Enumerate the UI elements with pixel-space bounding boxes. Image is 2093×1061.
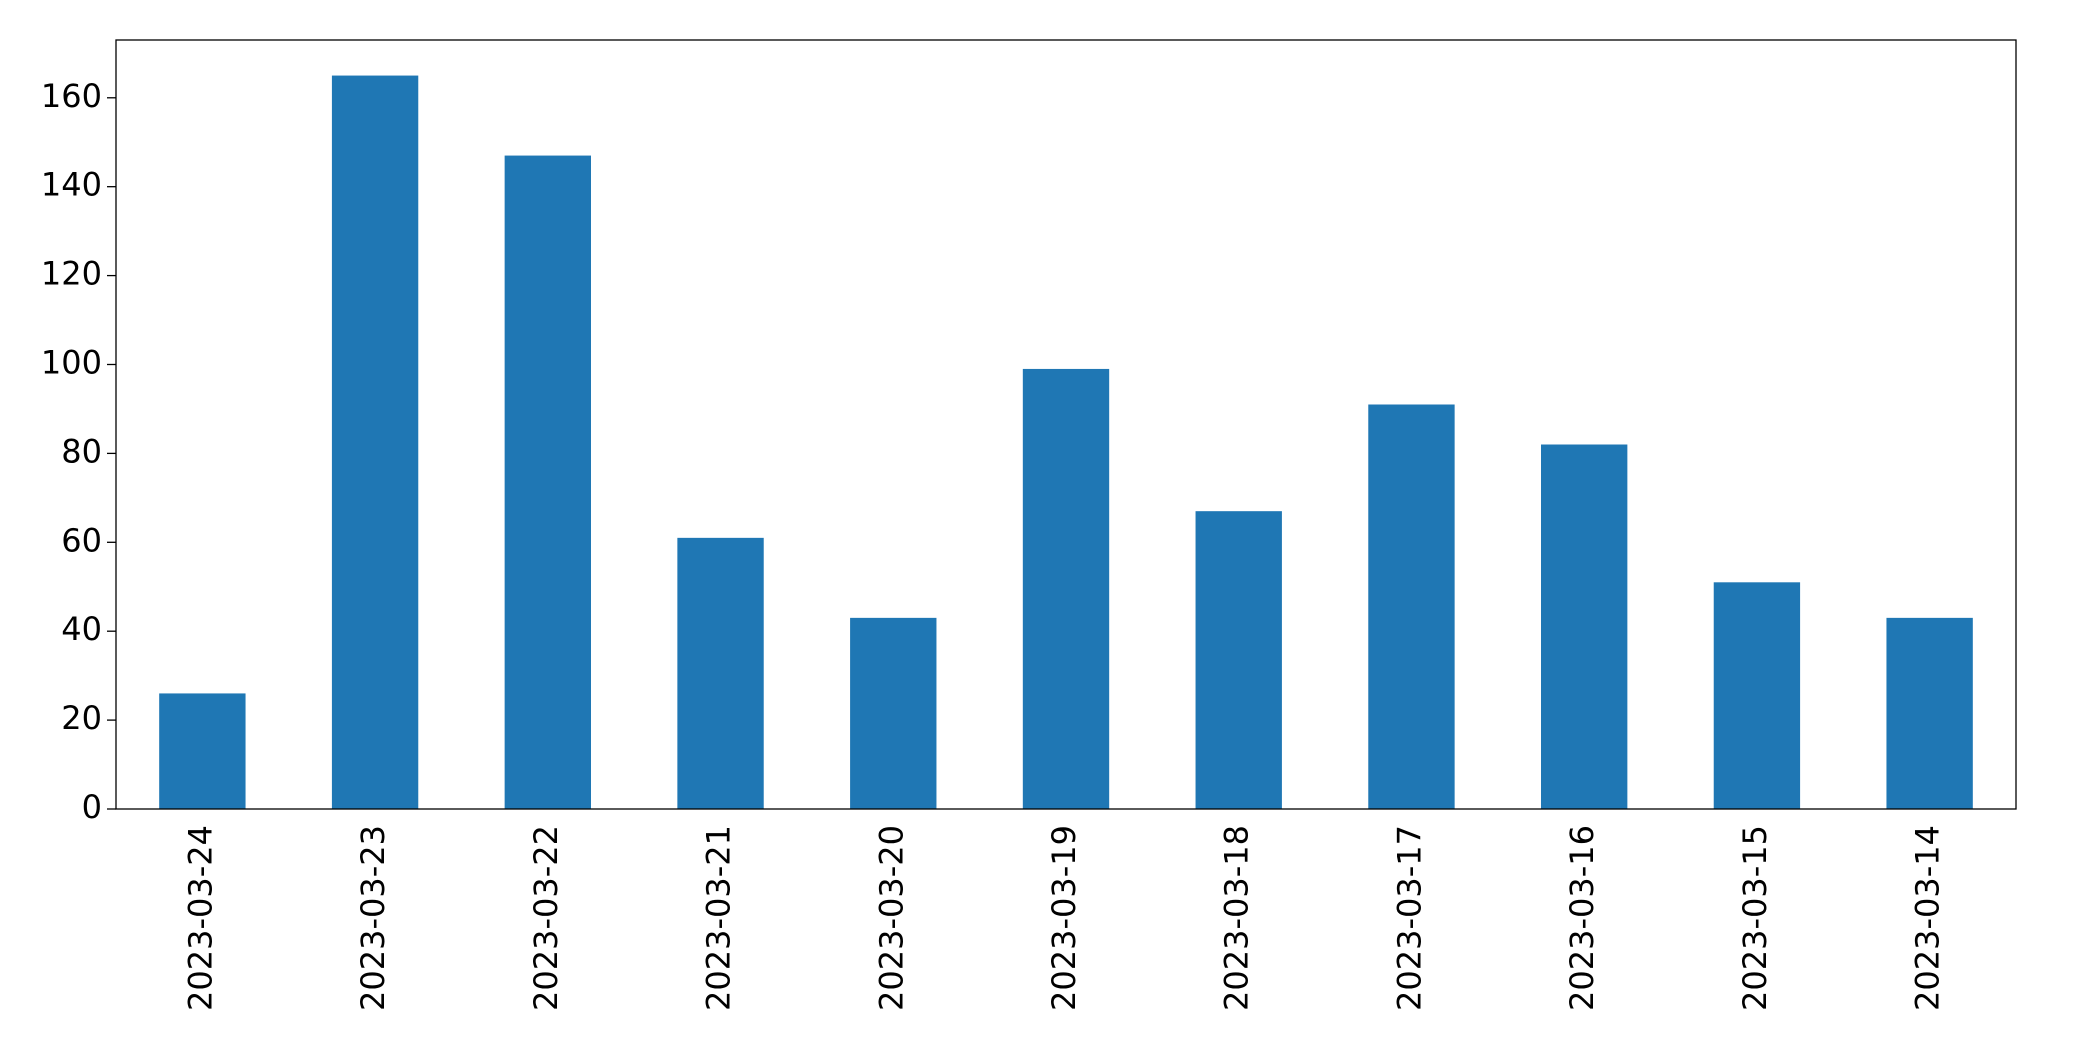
bar xyxy=(850,617,937,809)
plot-frame xyxy=(115,39,2017,810)
y-tick-label: 0 xyxy=(82,788,102,826)
x-tick-label: 2023-03-22 xyxy=(527,825,565,1011)
y-tick-label: 60 xyxy=(61,521,102,559)
bar xyxy=(1368,404,1455,809)
y-tick-label: 80 xyxy=(61,432,102,470)
x-tick-label: 2023-03-24 xyxy=(181,825,219,1011)
y-tick-label: 100 xyxy=(41,343,102,381)
bar xyxy=(331,75,419,810)
bar xyxy=(1541,444,1628,809)
x-tick-label: 2023-03-15 xyxy=(1736,825,1774,1011)
bar xyxy=(1886,617,1973,809)
y-tick-label: 20 xyxy=(61,699,102,737)
y-tick-label: 120 xyxy=(41,255,102,293)
bar xyxy=(677,537,764,809)
x-tick-label: 2023-03-23 xyxy=(354,825,392,1011)
x-tick-label: 2023-03-17 xyxy=(1390,825,1428,1011)
bar xyxy=(504,155,591,809)
y-tick-label: 40 xyxy=(61,610,102,648)
bar xyxy=(159,693,246,809)
x-tick-label: 2023-03-16 xyxy=(1563,825,1601,1011)
x-tick-label: 2023-03-20 xyxy=(872,825,910,1011)
x-tick-label: 2023-03-18 xyxy=(1218,825,1256,1011)
x-tick-label: 2023-03-14 xyxy=(1909,825,1947,1011)
bar xyxy=(1713,582,1801,809)
y-tick-label: 160 xyxy=(41,77,102,115)
x-tick-label: 2023-03-21 xyxy=(700,825,738,1011)
bar xyxy=(1195,511,1282,809)
x-tick-label: 2023-03-19 xyxy=(1045,825,1083,1011)
y-tick-label: 140 xyxy=(41,166,102,204)
bar xyxy=(1022,368,1110,809)
